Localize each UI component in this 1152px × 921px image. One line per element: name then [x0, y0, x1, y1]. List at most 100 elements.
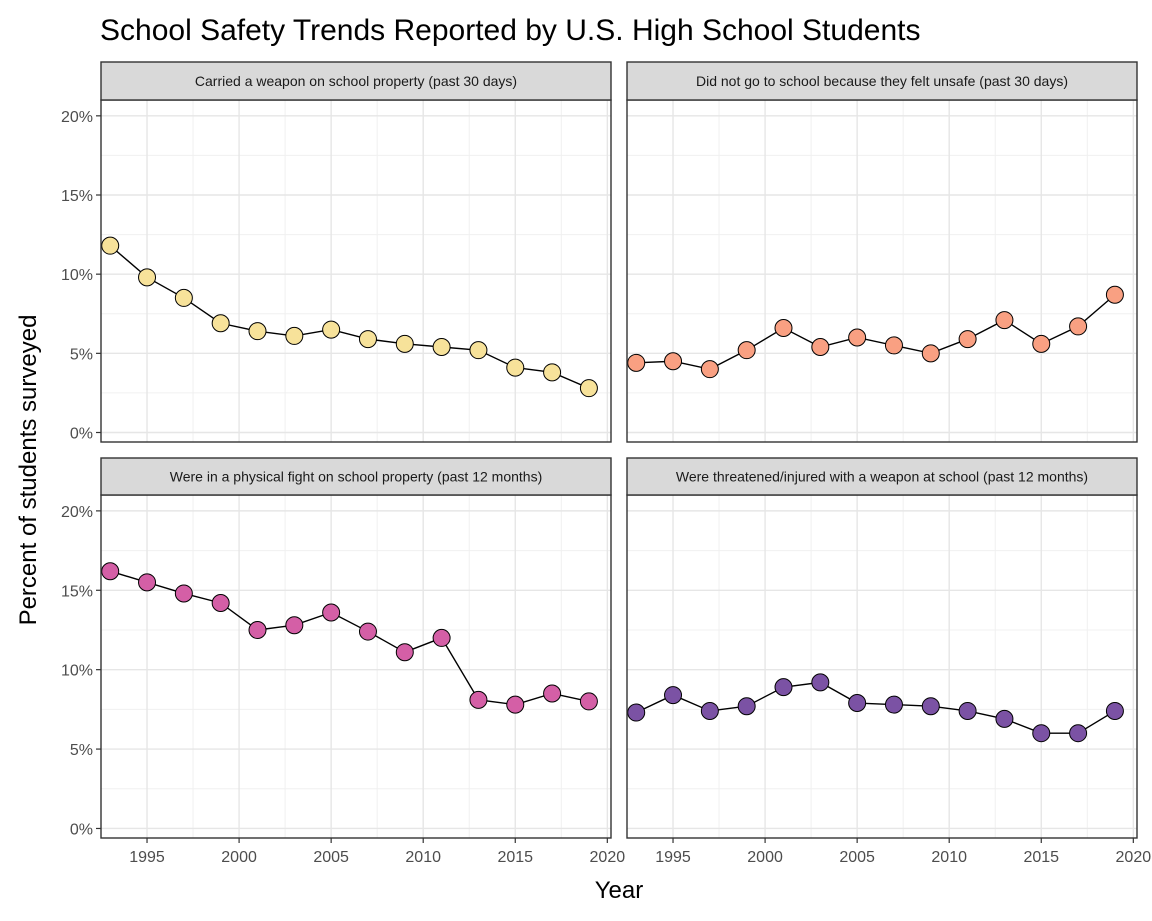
facet-strip-label: Were threatened/injured with a weapon at…: [676, 469, 1088, 485]
y-tick-label: 10%: [61, 267, 93, 284]
x-tick-label: 2010: [931, 849, 967, 866]
data-point: [543, 363, 562, 382]
x-tick-label: 2000: [221, 849, 257, 866]
data-point: [700, 701, 719, 720]
data-point: [432, 628, 451, 647]
y-tick-label: 0%: [70, 821, 93, 838]
facet-panel: Were threatened/injured with a weapon at…: [626, 457, 1152, 866]
data-point: [506, 358, 525, 377]
facet-strip: [626, 457, 1138, 496]
x-tick-label: 2005: [839, 849, 875, 866]
x-tick-label: 1995: [129, 849, 165, 866]
data-point: [884, 695, 903, 714]
data-point: [1105, 701, 1124, 720]
data-point: [285, 616, 304, 635]
y-tick-label: 15%: [61, 583, 93, 600]
data-point: [469, 341, 488, 360]
data-point: [322, 603, 341, 622]
data-point: [358, 622, 377, 641]
y-tick-label: 20%: [61, 504, 93, 521]
data-point: [432, 338, 451, 356]
data-point: [700, 360, 719, 379]
y-tick-label: 15%: [61, 188, 93, 205]
facet-panel: Did not go to school because they felt u…: [626, 61, 1138, 443]
data-point: [101, 236, 120, 255]
panel-background: [627, 495, 1137, 838]
data-point: [811, 338, 830, 356]
data-point: [848, 694, 867, 713]
data-point: [101, 562, 120, 581]
panel-background: [627, 100, 1137, 442]
y-tick-label: 5%: [70, 346, 93, 363]
y-tick-label: 0%: [70, 426, 93, 443]
data-point: [811, 673, 830, 692]
data-point: [958, 701, 977, 720]
data-point: [285, 326, 304, 345]
data-point: [395, 334, 414, 353]
y-tick-label: 20%: [61, 109, 93, 126]
data-point: [1069, 724, 1088, 743]
data-point: [921, 344, 940, 363]
chart-title: School Safety Trends Reported by U.S. Hi…: [100, 14, 920, 47]
x-axis-title: Year: [595, 877, 644, 904]
data-point: [1032, 724, 1051, 743]
data-point: [322, 320, 341, 339]
x-tick-label: 2020: [1116, 849, 1152, 866]
data-point: [664, 686, 683, 705]
data-point: [248, 322, 267, 341]
data-point: [627, 353, 646, 372]
data-point: [774, 678, 793, 697]
data-point: [737, 341, 756, 360]
facet-panel: Carried a weapon on school property (pas…: [61, 61, 612, 443]
x-tick-label: 2005: [313, 849, 349, 866]
x-tick-label: 2015: [497, 849, 533, 866]
x-tick-label: 2020: [590, 849, 626, 866]
data-point: [211, 314, 230, 333]
facet-strip: [100, 61, 612, 101]
data-point: [469, 690, 488, 709]
panel-background: [101, 495, 611, 838]
data-point: [543, 684, 562, 703]
data-point: [579, 692, 598, 711]
x-tick-label: 1995: [655, 849, 691, 866]
data-point: [248, 620, 267, 639]
data-point: [1105, 285, 1124, 304]
data-point: [737, 697, 756, 716]
data-point: [774, 319, 793, 337]
data-point: [995, 311, 1014, 330]
data-point: [358, 330, 377, 349]
data-point: [174, 584, 193, 603]
data-point: [138, 268, 157, 287]
facet-strip-label: Carried a weapon on school property (pas…: [195, 73, 517, 89]
facet-strip: [100, 457, 612, 496]
data-point: [395, 643, 414, 662]
data-point: [627, 703, 646, 722]
facet-strip-label: Were in a physical fight on school prope…: [170, 469, 542, 485]
data-point: [958, 330, 977, 349]
data-point: [138, 573, 157, 592]
data-point: [506, 695, 525, 714]
x-tick-label: 2010: [405, 849, 441, 866]
y-axis-title: Percent of students surveyed: [15, 315, 42, 626]
facet-panel: Were in a physical fight on school prope…: [61, 457, 626, 866]
y-tick-label: 5%: [70, 742, 93, 759]
data-point: [174, 288, 193, 307]
y-tick-label: 10%: [61, 663, 93, 680]
data-point: [884, 336, 903, 355]
data-point: [995, 709, 1014, 728]
facet-panels: Carried a weapon on school property (pas…: [61, 61, 1152, 866]
x-tick-label: 2000: [747, 849, 783, 866]
data-point: [848, 328, 867, 347]
data-point: [1069, 317, 1088, 336]
data-point: [921, 697, 940, 716]
facet-strip-label: Did not go to school because they felt u…: [696, 73, 1068, 89]
data-point: [579, 379, 598, 398]
facet-strip: [626, 61, 1138, 101]
x-tick-label: 2015: [1023, 849, 1059, 866]
data-point: [1032, 334, 1051, 353]
panel-background: [101, 100, 611, 442]
data-point: [211, 593, 230, 612]
data-point: [664, 352, 683, 371]
